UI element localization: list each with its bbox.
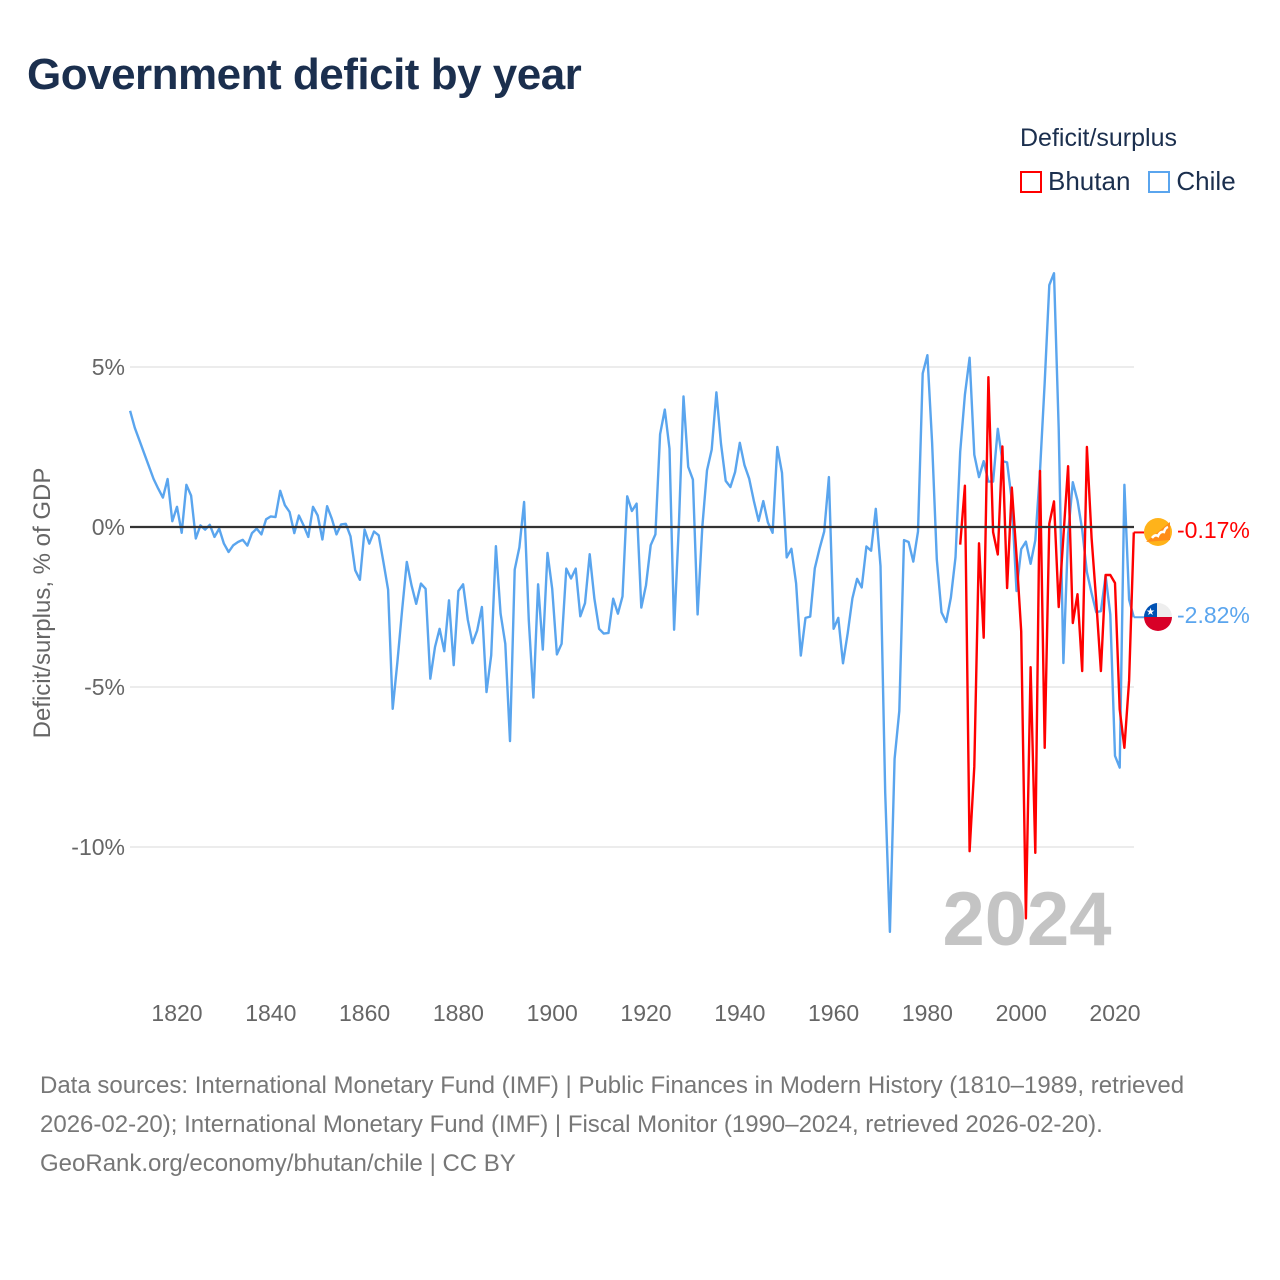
footer: Data sources: International Monetary Fun… [40,1066,1240,1183]
svg-text:★: ★ [1146,607,1155,618]
page-title: Government deficit by year [27,50,582,99]
x-tick-label: 1840 [245,1000,296,1026]
x-tick-label: 1880 [433,1000,484,1026]
series-line-chile [128,272,1135,933]
legend-label-chile: Chile [1176,166,1236,196]
y-axis-label: Deficit/surplus, % of GDP [29,468,56,739]
legend-title: Deficit/surplus [1020,124,1177,152]
credit-link[interactable]: GeoRank.org/economy/bhutan/chile | CC BY [40,1150,516,1177]
y-tick-label: -5% [84,674,125,700]
y-tick-label: 5% [92,354,125,380]
x-axis-ticks: 1820 1840 1860 1880 1900 1920 1940 1960 1980 2000… [151,1000,1140,1026]
x-tick-label: 1900 [527,1000,578,1026]
series-lines [128,272,1144,933]
x-tick-label: 1860 [339,1000,390,1026]
legend-item-bhutan[interactable]: Bhutan [1020,166,1130,197]
series-line-bhutan [959,376,1135,920]
x-tick-label: 2020 [1089,1000,1140,1026]
x-tick-label: 1920 [620,1000,671,1026]
data-sources: Data sources: International Monetary Fun… [40,1072,1185,1138]
x-tick-label: 1960 [808,1000,859,1026]
bhutan-end-label: -0.17% [1177,517,1250,543]
legend-item-chile[interactable]: Chile [1148,166,1236,197]
legend-label-bhutan: Bhutan [1048,166,1131,196]
y-axis-ticks: 5% 0% -5% -10% [71,354,125,860]
x-tick-label: 2000 [996,1000,1047,1026]
x-tick-label: 1940 [714,1000,765,1026]
legend-swatch-bhutan [1020,170,1042,193]
x-tick-label: 1980 [902,1000,953,1026]
chile-end-label: -2.82% [1177,602,1250,628]
y-tick-label: -10% [71,834,125,860]
legend: Bhutan Chile [1020,166,1236,197]
x-tick-label: 1820 [151,1000,202,1026]
legend-swatch-chile [1148,170,1171,193]
y-tick-label: 0% [92,514,125,540]
bhutan-flag-icon [1144,518,1172,546]
chile-flag-icon: ★ [1144,603,1172,631]
